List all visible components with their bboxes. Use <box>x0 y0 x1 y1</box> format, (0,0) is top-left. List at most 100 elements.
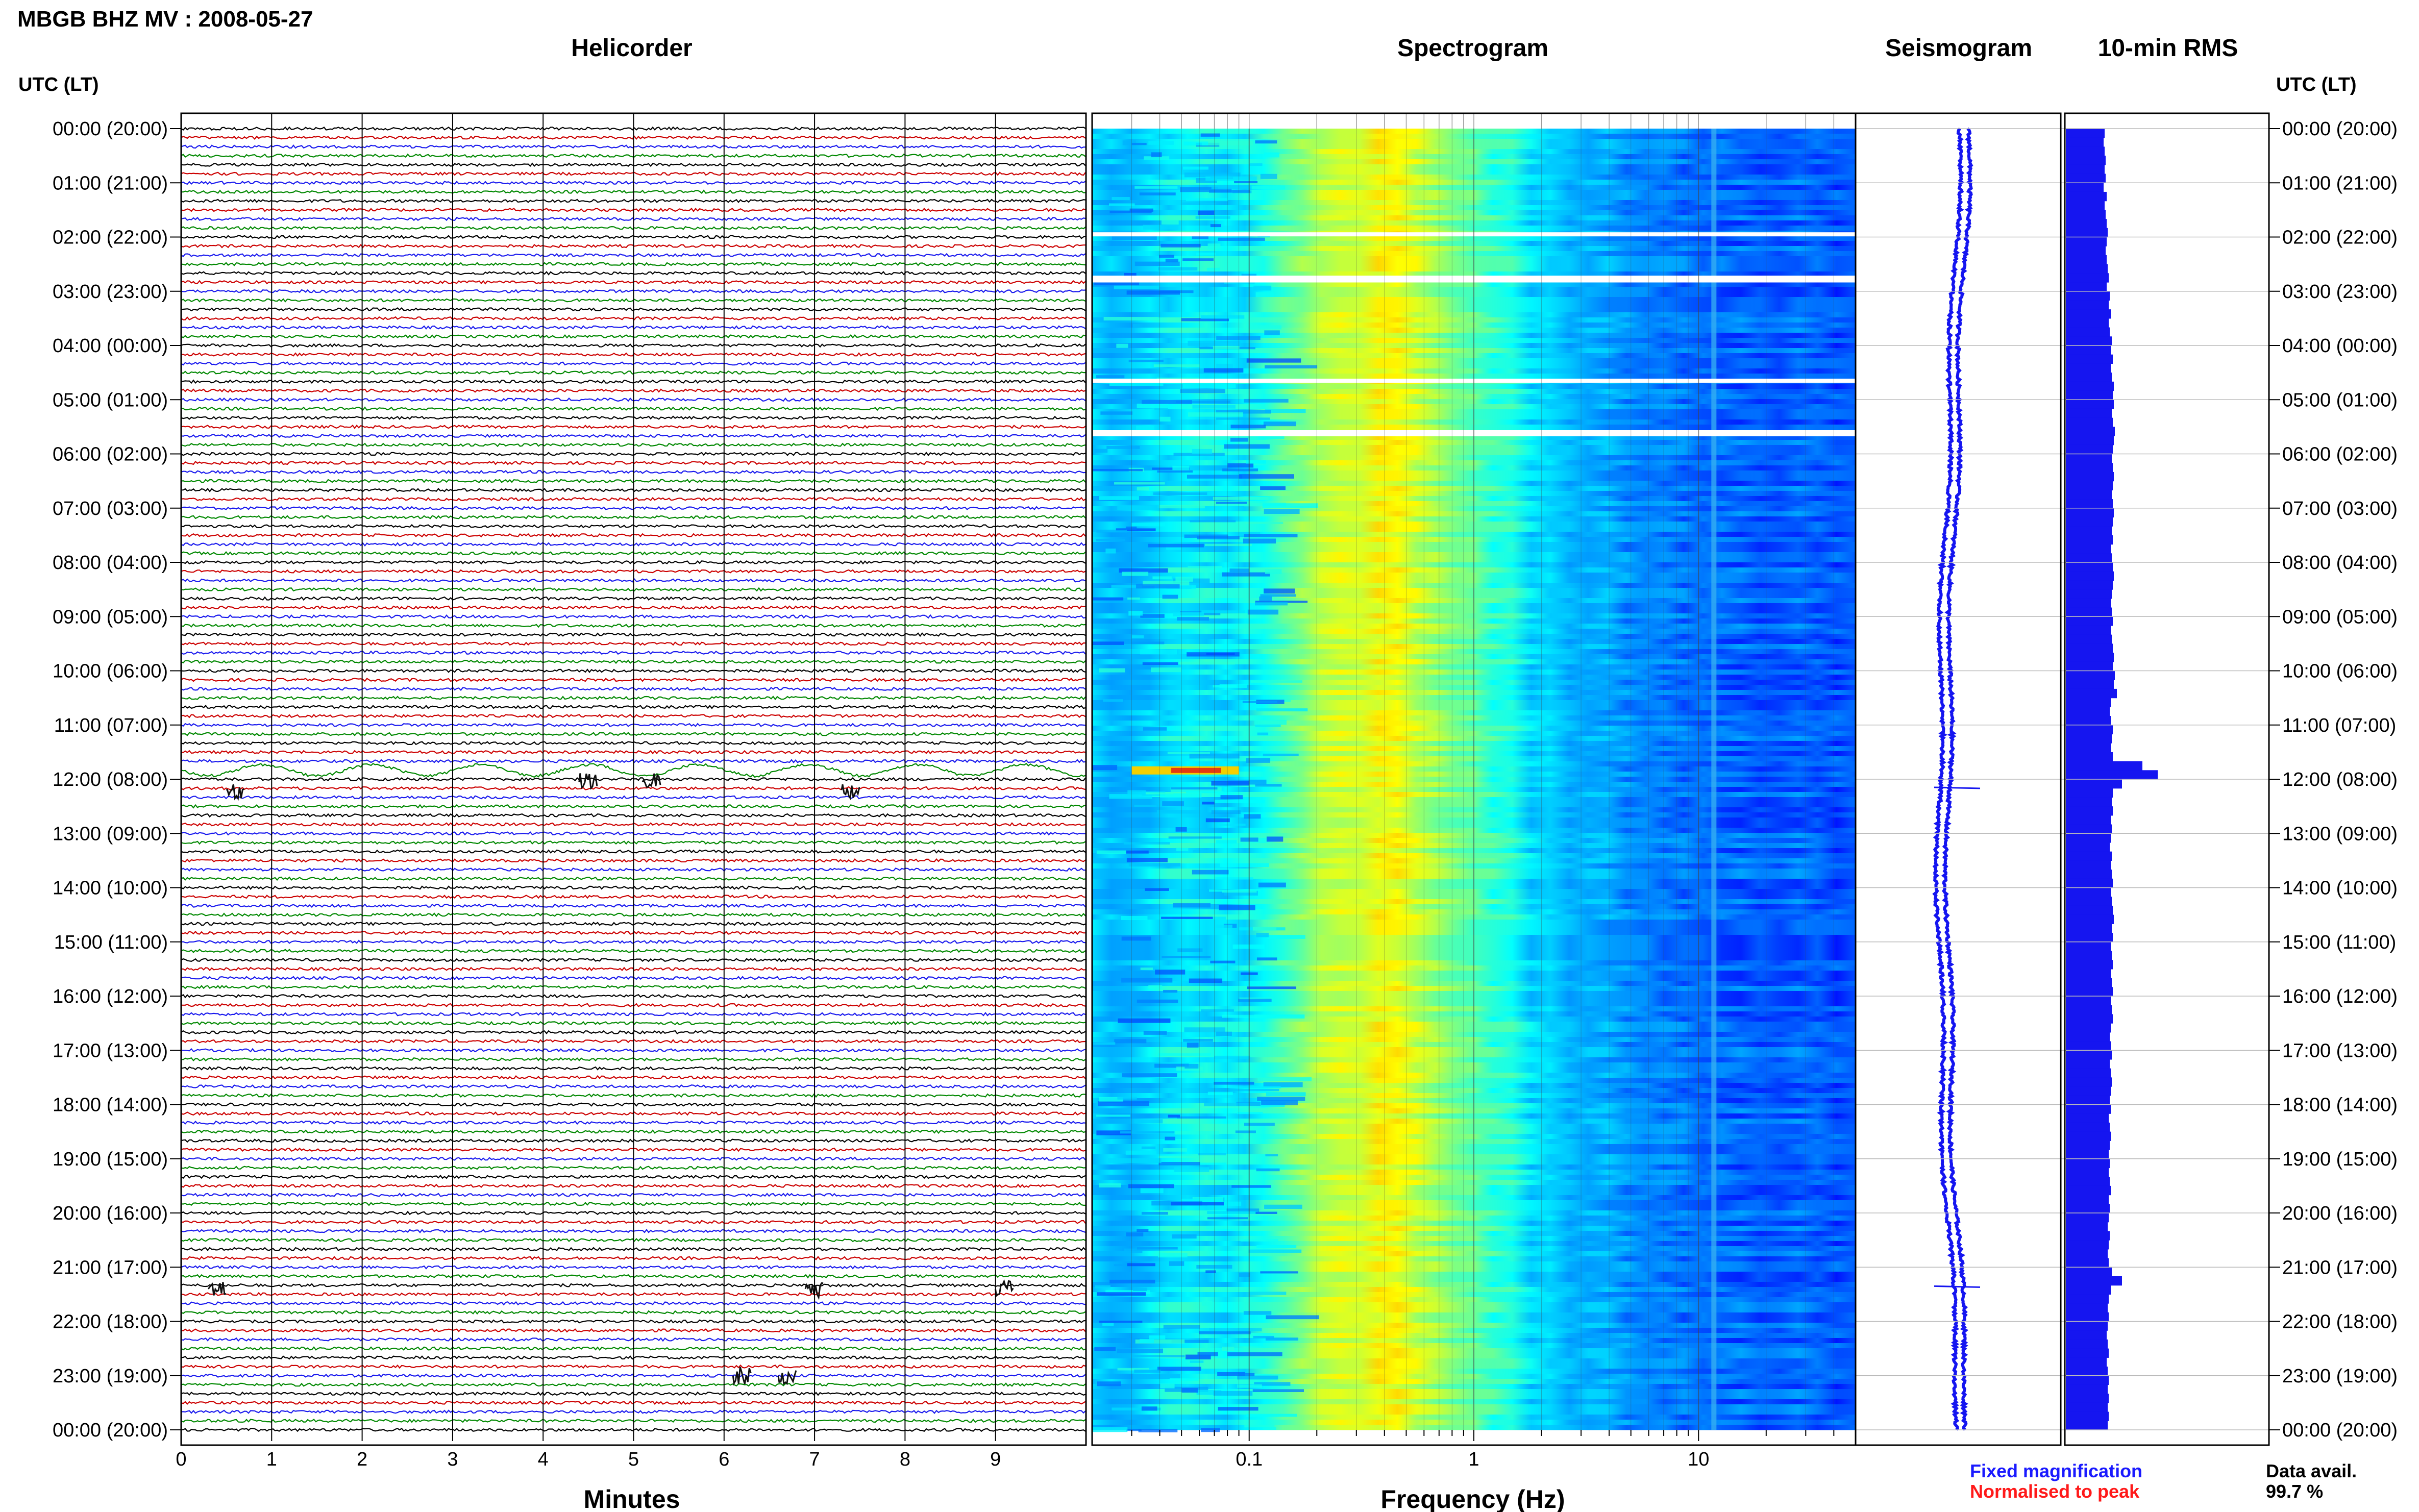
seismogram-spike <box>1934 1285 1981 1288</box>
spectrogram-event-core <box>1171 767 1221 773</box>
spectrogram-streak <box>1260 173 1277 179</box>
spectrogram-streak <box>1109 794 1152 799</box>
rms-bar <box>2066 833 2111 843</box>
spectrogram-streak <box>1165 1136 1175 1141</box>
rms-bar <box>2066 156 2106 165</box>
left-time-tick-label: 16:00 (12:00) <box>53 986 168 1007</box>
spectrogram-streak <box>1258 882 1286 888</box>
right-time-tick-labels: 00:00 (20:00) 01:00 (21:00) 02:00 (22:00) 0… <box>2282 118 2398 1441</box>
left-time-tick-labels: 00:00 (20:00) 01:00 (21:00) 02:00 (22:00) 0… <box>53 118 168 1441</box>
rms-bar <box>2066 1367 2108 1376</box>
rms-bar <box>2066 1330 2107 1340</box>
spectrogram-streak <box>1206 1225 1238 1229</box>
spectrogram-streak <box>1216 336 1261 340</box>
spectrogram-streak <box>1092 1427 1128 1432</box>
rms-bar <box>2066 1249 2108 1259</box>
spectrogram-streak <box>1207 1217 1248 1220</box>
spectrogram-streak <box>1183 141 1208 146</box>
spectrogram-streak <box>1215 800 1265 803</box>
spectrogram-streak <box>1255 724 1281 727</box>
spectrogram-streak <box>1207 1201 1242 1206</box>
left-time-tick-label: 22:00 (18:00) <box>53 1311 168 1333</box>
spectrogram-streak <box>1117 505 1159 510</box>
spectrogram-streak <box>1121 936 1151 941</box>
spectrogram-streak <box>1250 680 1302 683</box>
spectrogram-streak <box>1243 1311 1272 1315</box>
spectrogram-streak <box>1255 140 1277 144</box>
left-time-tick-label: 03:00 (23:00) <box>53 281 168 303</box>
minute-tick-label: 4 <box>538 1449 549 1470</box>
spectrogram-streak <box>1153 364 1200 367</box>
spectrogram-streak <box>1130 1355 1185 1357</box>
spectrogram-streak <box>1255 1211 1277 1214</box>
spectrogram-streak <box>1134 1119 1163 1124</box>
rms-bar <box>2066 1023 2111 1033</box>
spectrogram-streak <box>1114 1039 1147 1044</box>
spectrogram-streak <box>1157 1367 1201 1371</box>
minute-tick-label: 7 <box>809 1449 820 1470</box>
spectrogram-streak <box>1143 1031 1167 1035</box>
spectrogram-streak <box>1096 375 1125 379</box>
spectrogram-streak <box>1221 1346 1235 1351</box>
spectrogram-streak <box>1230 437 1248 442</box>
spectrogram-streak <box>1173 903 1211 908</box>
left-time-tick-label: 09:00 (05:00) <box>53 606 168 628</box>
right-time-tick-label: 04:00 (00:00) <box>2282 335 2398 357</box>
spectrogram-streak <box>1176 400 1230 404</box>
spectrogram-streak <box>1117 1348 1163 1353</box>
rms-bar <box>2066 1150 2109 1159</box>
spectrogram-streak <box>1120 1131 1175 1134</box>
left-time-tick-label: 02:00 (22:00) <box>53 227 168 249</box>
spectrogram-streak <box>1210 224 1221 228</box>
spectrogram-streak <box>1224 890 1258 896</box>
helicorder-event <box>841 784 860 801</box>
spectrogram-streak <box>1218 237 1265 241</box>
rms-bar <box>2066 417 2113 427</box>
rms-bar <box>2066 210 2106 219</box>
spectrogram-streak <box>1207 1092 1233 1095</box>
spectrogram-streak <box>1126 858 1168 862</box>
spectrogram-streak <box>1190 520 1236 523</box>
spectrogram-streak <box>1109 382 1164 386</box>
spectrogram-streak <box>1264 330 1280 336</box>
rms-bar <box>2066 255 2107 265</box>
spectrogram-streak <box>1169 1378 1199 1381</box>
spectrogram-streak <box>1109 211 1152 213</box>
spectrogram-streak <box>1129 208 1153 212</box>
spectrogram-streak <box>1162 594 1178 599</box>
spectrogram-streak <box>1126 1232 1144 1236</box>
spectrogram-streak <box>1222 468 1258 472</box>
rms-bar <box>2066 671 2115 680</box>
rms-bar <box>2066 1222 2108 1232</box>
spectrogram-streak <box>1161 219 1179 225</box>
spectrogram-streak <box>1167 752 1210 754</box>
spectrogram-streak <box>1127 597 1140 600</box>
spectrogram-streak <box>1182 202 1216 205</box>
spectrogram-streak <box>1201 610 1245 613</box>
rms-bar <box>2066 1321 2108 1331</box>
rms-bar <box>2066 427 2115 436</box>
rms-bar <box>2066 1086 2111 1096</box>
spectrogram-streak <box>1239 474 1294 479</box>
spectrogram-streak <box>1114 285 1159 289</box>
spectrogram-streak <box>1197 1352 1218 1356</box>
spectrogram-streak <box>1132 324 1145 328</box>
spectrogram-streak <box>1205 818 1230 823</box>
rms-bar <box>2066 354 2113 364</box>
spectrogram-streak <box>1138 1429 1178 1432</box>
rms-bar <box>2066 408 2112 418</box>
spectrogram-streak <box>1209 190 1250 193</box>
spectrogram-streak <box>1197 536 1240 539</box>
spectrogram-streak <box>1203 368 1244 373</box>
spectrogram-streak <box>1114 1264 1136 1267</box>
spectrogram-streak <box>1254 602 1288 606</box>
spectrogram-streak <box>1152 576 1172 580</box>
rms-bar <box>2066 219 2107 229</box>
rms-bar <box>2066 1059 2110 1069</box>
spectral-line <box>1711 129 1717 1430</box>
minute-tick-label: 8 <box>900 1449 910 1470</box>
rms-bar <box>2066 851 2112 861</box>
spectrogram-streak <box>1140 614 1165 618</box>
spectrogram-streak <box>1175 577 1193 582</box>
frequency-tick-label: 0.1 <box>1236 1449 1263 1470</box>
